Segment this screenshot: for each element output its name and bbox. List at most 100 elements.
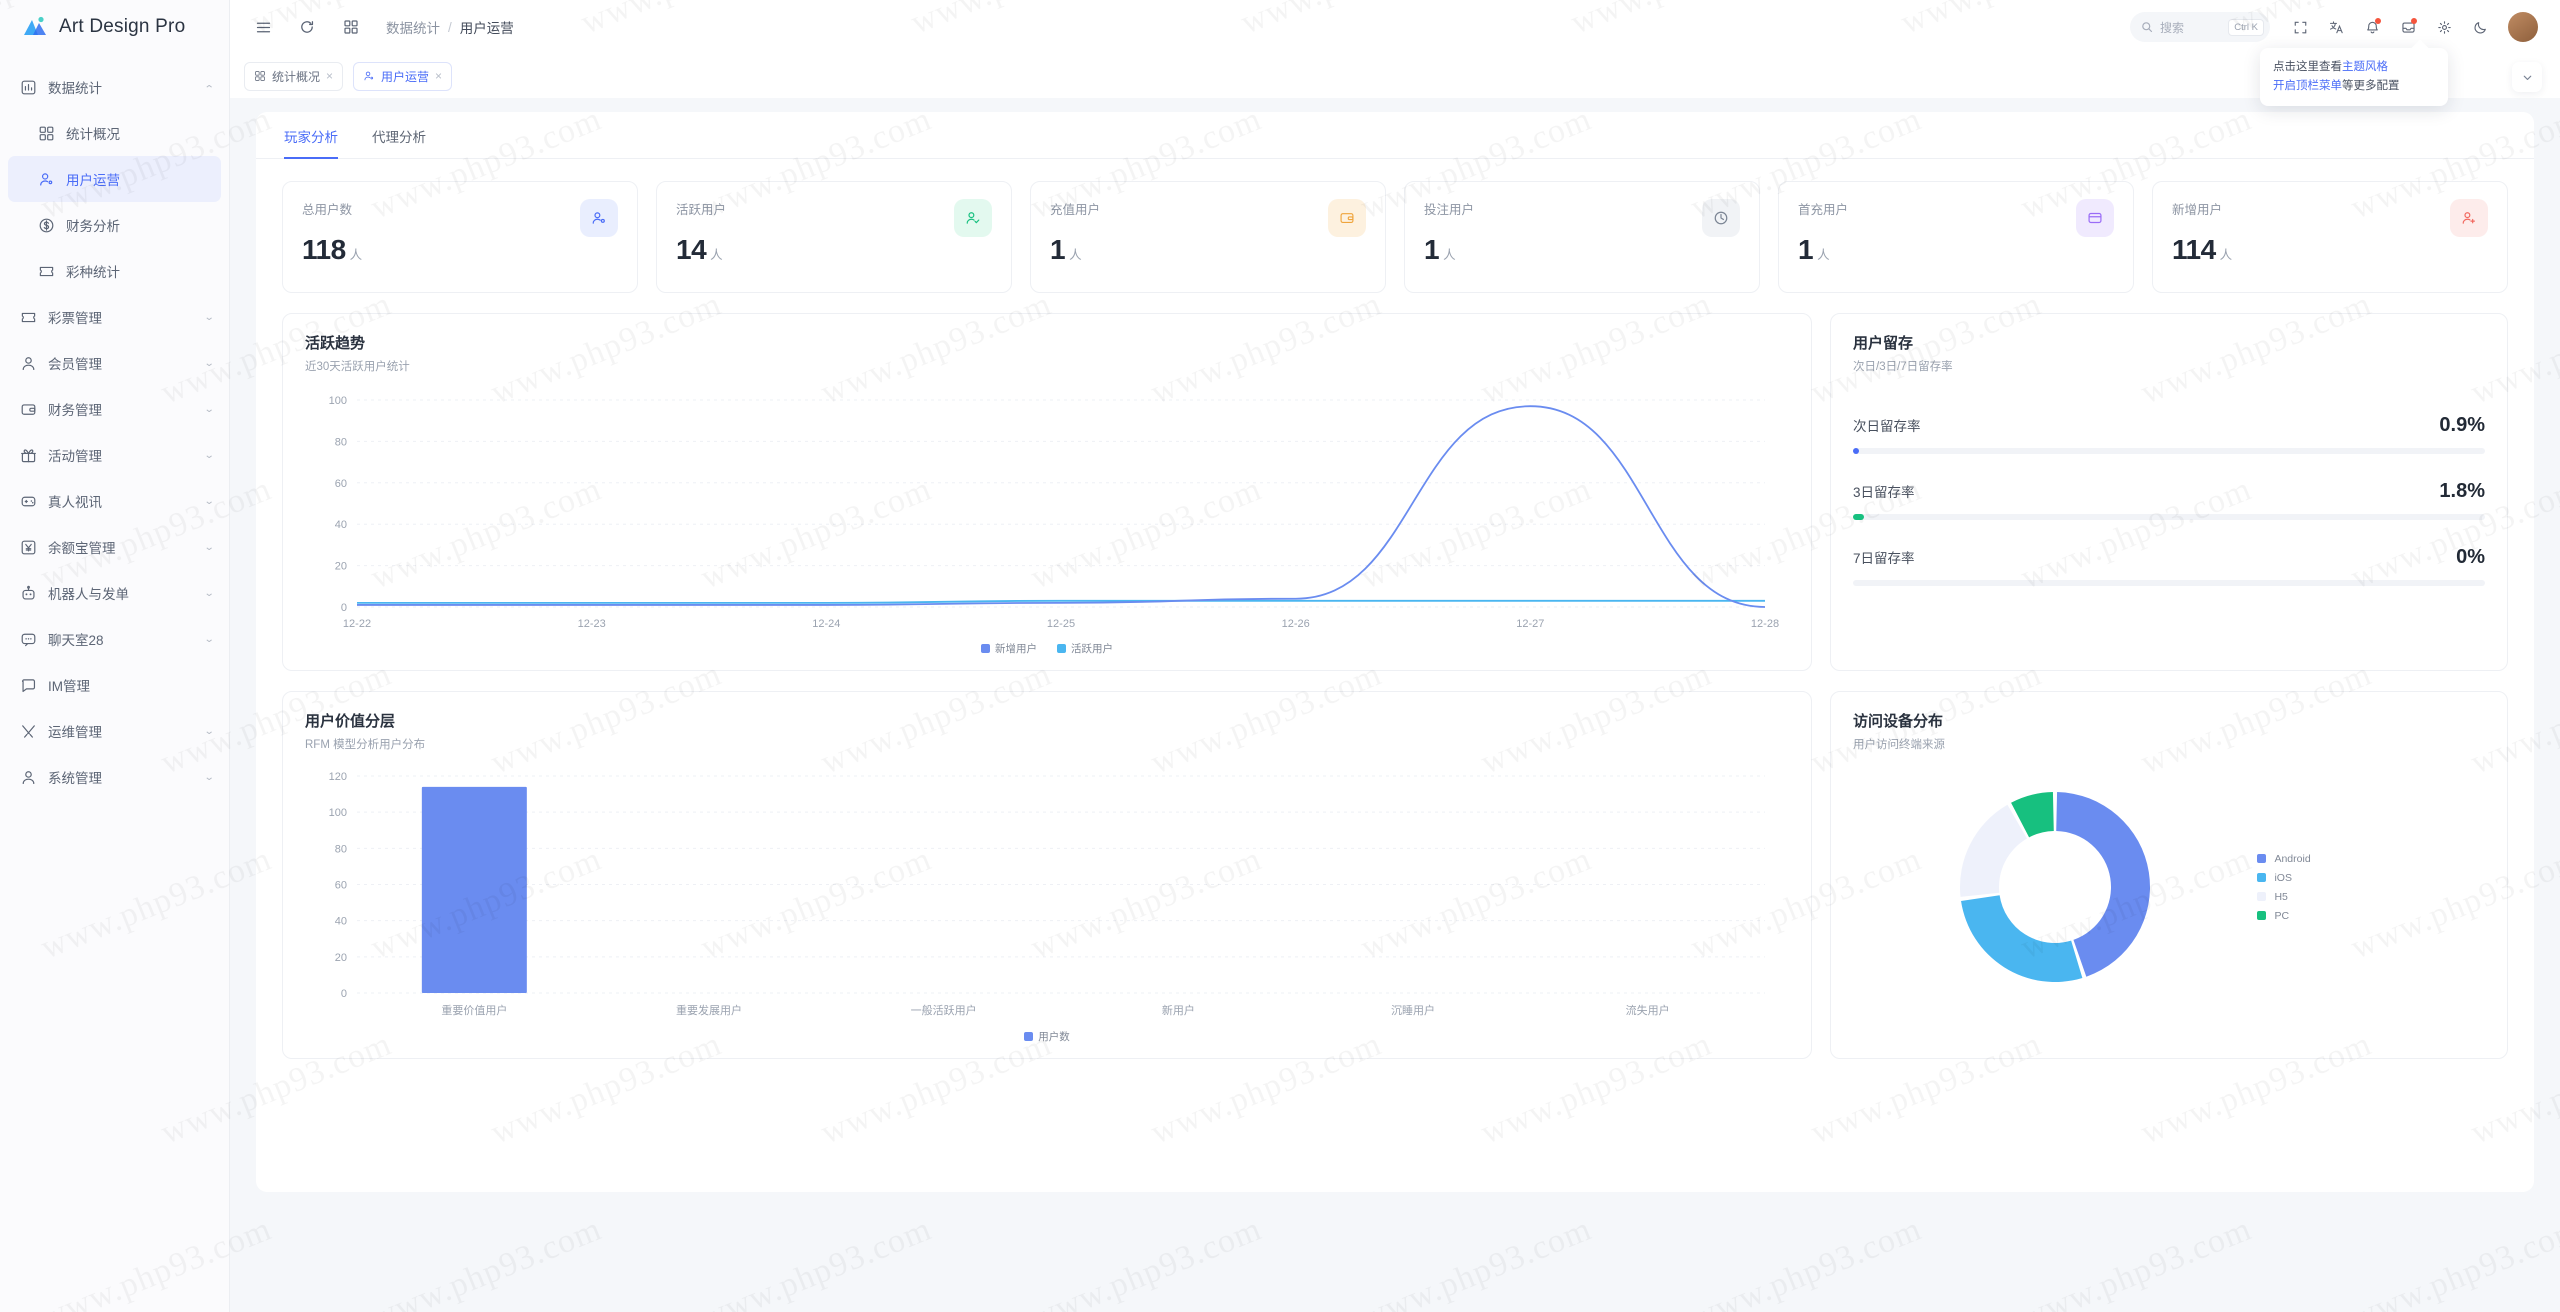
retention-title: 用户留存 xyxy=(1853,335,1914,352)
sidebar: Art Design Pro 数据统计 ⌄ 统计概况 用户运营 财务分析 彩种统计 彩票管理… xyxy=(0,0,230,1312)
tooltip-link-topmenu[interactable]: 开启顶栏菜单 xyxy=(2273,79,2342,92)
sidebar-item-11[interactable]: 机器人与发单 ⌄ xyxy=(0,570,229,616)
ticket-icon xyxy=(38,263,55,280)
worktab-0[interactable]: 统计概况 × xyxy=(244,61,344,91)
search-input[interactable]: 搜索 Ctrl K xyxy=(2130,12,2270,42)
sidebar-item-5[interactable]: 彩票管理 ⌄ xyxy=(0,294,229,340)
retention-item-0: 次日留存率 0.9% xyxy=(1853,414,2485,454)
mountain-logo-icon xyxy=(22,14,48,40)
chevron-icon: ⌄ xyxy=(203,495,215,507)
sidebar-item-7[interactable]: 财务管理 ⌄ xyxy=(0,386,229,432)
sidebar-item-10[interactable]: 余额宝管理 ⌄ xyxy=(0,524,229,570)
legend-item-0[interactable]: 新增用户 xyxy=(981,641,1037,656)
sidebar-item-13[interactable]: IM管理 xyxy=(0,662,229,708)
grid-icon xyxy=(254,70,266,82)
sidebar-item-3[interactable]: 财务分析 xyxy=(0,202,229,248)
svg-text:流失用户: 流失用户 xyxy=(1626,1003,1670,1017)
retention-card: 用户留存 次日/3日/7日留存率 次日留存率 0.9% 3日留存率 1.8% 7日留存率… xyxy=(1830,313,2508,671)
chevron-icon: ⌄ xyxy=(203,81,215,93)
tooltip-link-theme[interactable]: 主题风格 xyxy=(2342,61,2388,73)
svg-text:12-28: 12-28 xyxy=(1751,618,1779,630)
inbox-icon[interactable] xyxy=(2392,11,2424,43)
sidebar-item-label: 统计概况 xyxy=(66,127,120,142)
device-legend-item-1[interactable]: iOS xyxy=(2257,872,2310,884)
sidebar-item-12[interactable]: 聊天室28 ⌄ xyxy=(0,616,229,662)
chevron-icon: ⌄ xyxy=(203,587,215,599)
tab-0[interactable]: 玩家分析 xyxy=(284,126,338,159)
chevron-icon: ⌄ xyxy=(203,633,215,645)
app-logo[interactable]: Art Design Pro xyxy=(0,0,229,54)
retention-value: 0.9% xyxy=(2439,414,2485,436)
worktab-close-icon[interactable]: × xyxy=(326,69,334,83)
svg-text:12-24: 12-24 xyxy=(812,618,840,630)
panel-collapse-button[interactable] xyxy=(2512,62,2542,92)
legend-item-0[interactable]: 用户数 xyxy=(1024,1029,1070,1044)
tab-1[interactable]: 代理分析 xyxy=(372,130,426,145)
user-avatar[interactable] xyxy=(2508,12,2538,42)
sidebar-item-label: 会员管理 xyxy=(48,357,102,372)
retention-item-2: 7日留存率 0% xyxy=(1853,546,2485,586)
stat-card-0: 总用户数 118 人 xyxy=(282,181,638,293)
sidebar-item-14[interactable]: 运维管理 ⌄ xyxy=(0,708,229,754)
device-legend-item-0[interactable]: Android xyxy=(2257,853,2311,865)
legend-swatch xyxy=(1024,1032,1034,1041)
sidebar-item-4[interactable]: 彩种统计 xyxy=(0,248,229,294)
worktab-1[interactable]: 用户运营 × xyxy=(353,61,453,91)
app-name: Art Design Pro xyxy=(59,16,186,37)
svg-text:20: 20 xyxy=(335,952,347,964)
svg-text:新用户: 新用户 xyxy=(1162,1003,1195,1017)
sidebar-item-2[interactable]: 用户运营 xyxy=(8,156,221,202)
dollar-icon xyxy=(38,217,55,234)
sidebar-item-0[interactable]: 数据统计 ⌄ xyxy=(0,64,229,110)
chevron-icon: ⌄ xyxy=(203,725,215,737)
device-legend-item-2[interactable]: H5 xyxy=(2257,891,2310,903)
page-container: 玩家分析 代理分析 总用户数 118 人活跃用户 14 人充值用户 1 人投注用户 1 人首充用户… xyxy=(256,112,2534,1192)
sidebar-item-label: 机器人与发单 xyxy=(48,587,129,602)
sidebar-item-1[interactable]: 统计概况 xyxy=(0,110,229,156)
breadcrumb-current: 用户运营 xyxy=(459,21,514,36)
refresh-icon[interactable] xyxy=(292,12,322,42)
rfm-legend: 用户数 xyxy=(305,1029,1789,1044)
sidebar-item-9[interactable]: 真人视讯 ⌄ xyxy=(0,478,229,524)
stat-title: 新增用户 xyxy=(2172,203,2223,217)
grid-icon[interactable] xyxy=(336,12,366,42)
ticket-icon xyxy=(20,309,37,326)
inbox-dot xyxy=(2411,18,2417,24)
sidebar-item-8[interactable]: 活动管理 ⌄ xyxy=(0,432,229,478)
legend-swatch xyxy=(2257,911,2267,920)
translate-icon[interactable] xyxy=(2320,11,2352,43)
svg-text:12-26: 12-26 xyxy=(1282,618,1310,630)
svg-text:12-23: 12-23 xyxy=(578,618,606,630)
svg-text:12-22: 12-22 xyxy=(343,618,371,630)
stat-card-3: 投注用户 1 人 xyxy=(1404,181,1760,293)
bell-icon[interactable] xyxy=(2356,11,2388,43)
svg-text:重要价值用户: 重要价值用户 xyxy=(441,1003,507,1017)
breadcrumb-root[interactable]: 数据统计 xyxy=(386,21,440,36)
stat-card-4: 首充用户 1 人 xyxy=(1778,181,2134,293)
retention-bar-fill xyxy=(1853,448,1859,454)
stat-title: 首充用户 xyxy=(1798,203,1849,217)
sidebar-item-label: 彩票管理 xyxy=(48,311,102,326)
wallet-icon xyxy=(1328,199,1366,237)
stat-title: 投注用户 xyxy=(1424,203,1475,217)
users-icon xyxy=(580,199,618,237)
activity-trend-chart: 0 20 40 60 80 100 12-22 12-23 12-24 12-25 12-26 12-… xyxy=(305,388,1789,633)
retention-value: 1.8% xyxy=(2439,480,2485,502)
sidebar-item-6[interactable]: 会员管理 ⌄ xyxy=(0,340,229,386)
sidebar-item-15[interactable]: 系统管理 ⌄ xyxy=(0,754,229,800)
hamburger-icon[interactable] xyxy=(248,12,278,42)
svg-text:80: 80 xyxy=(335,843,347,855)
chat-dots-icon xyxy=(20,631,37,648)
rfm-card: 用户价值分层 RFM 模型分析用户分布 0 20 40 60 80 100 120 重要价值用… xyxy=(282,691,1812,1059)
gear-icon[interactable] xyxy=(2428,11,2460,43)
svg-text:0: 0 xyxy=(341,988,347,1000)
tools-icon xyxy=(20,723,37,740)
device-legend-item-3[interactable]: PC xyxy=(2257,910,2310,922)
legend-item-1[interactable]: 活跃用户 xyxy=(1057,641,1113,656)
fullscreen-icon[interactable] xyxy=(2284,11,2316,43)
clock-icon xyxy=(1702,199,1740,237)
theme-moon-icon[interactable] xyxy=(2464,11,2496,43)
chevron-icon: ⌄ xyxy=(203,449,215,461)
gift-icon xyxy=(20,447,37,464)
worktab-close-icon[interactable]: × xyxy=(435,69,443,83)
